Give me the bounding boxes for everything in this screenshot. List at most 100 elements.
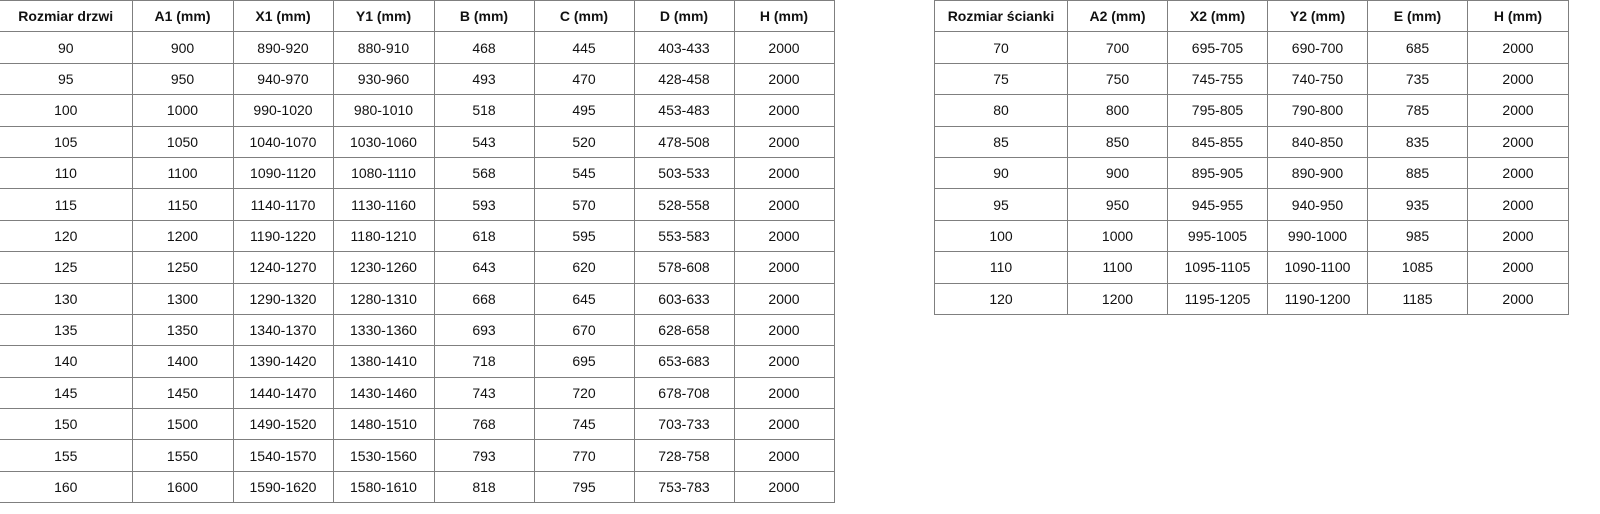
table-cell: 528-558: [633, 188, 735, 221]
table-cell: 95: [934, 188, 1068, 221]
table-row: 95 950 940-970 930-960 493 470 428-458 2000: [0, 62, 835, 96]
table-cell: 2000: [733, 251, 835, 284]
table-cell: 1100: [1067, 251, 1168, 284]
table-cell: 678-708: [633, 376, 735, 410]
table-cell: 1400: [131, 345, 234, 378]
table-cell: 518: [433, 94, 535, 127]
table-cell: 750: [1067, 62, 1168, 96]
table-cell: 495: [533, 94, 635, 127]
table-cell: 503-533: [633, 156, 735, 190]
table-cell: 2000: [1467, 94, 1569, 127]
table-cell: 935: [1367, 188, 1468, 221]
column-header: Y2 (mm): [1267, 0, 1368, 33]
table-cell: 150: [0, 408, 133, 441]
table-cell: 785: [1367, 94, 1468, 127]
table-cell: 1290-1320: [232, 282, 334, 315]
door-size-table: Rozmiar drzwi A1 (mm) X1 (mm) Y1 (mm) B (mm)…: [0, 0, 835, 504]
table-cell: 2000: [733, 94, 835, 127]
header-row: Rozmiar drzwi A1 (mm) X1 (mm) Y1 (mm) B (mm)…: [0, 0, 835, 33]
table-cell: 70: [934, 31, 1068, 64]
table-cell: 2000: [733, 31, 835, 64]
table-cell: 1130-1160: [332, 188, 435, 221]
table-cell: 160: [0, 470, 133, 504]
table-cell: 840-850: [1267, 125, 1368, 158]
table-cell: 795: [533, 470, 635, 504]
table-cell: 980-1010: [332, 94, 435, 127]
table-cell: 2000: [733, 125, 835, 158]
table-row: 125 1250 1240-1270 1230-1260 643 620 578-608 20…: [0, 251, 835, 284]
table-cell: 1430-1460: [332, 376, 435, 410]
table-cell: 900: [131, 31, 234, 64]
wall-size-table: Rozmiar ścianki A2 (mm) X2 (mm) Y2 (mm) E (m…: [934, 0, 1569, 315]
table-cell: 135: [0, 313, 133, 347]
table-row: 105 1050 1040-1070 1030-1060 543 520 478-508 20…: [0, 125, 835, 158]
table-cell: 2000: [733, 376, 835, 410]
table-cell: 1240-1270: [232, 251, 334, 284]
table-cell: 2000: [1467, 188, 1569, 221]
table-cell: 145: [0, 376, 133, 410]
table-cell: 595: [533, 219, 635, 253]
column-header: A1 (mm): [131, 0, 234, 33]
table-cell: 643: [433, 251, 535, 284]
table-cell: 728-758: [633, 439, 735, 472]
table-cell: 2000: [733, 470, 835, 504]
table-cell: 1190-1200: [1267, 282, 1368, 315]
table-cell: 2000: [1467, 282, 1569, 315]
table-row: 110 1100 1095-1105 1090-1100 1085 2000: [934, 251, 1569, 284]
column-header: E (mm): [1367, 0, 1468, 33]
table-cell: 695-705: [1167, 31, 1268, 64]
table-cell: 80: [934, 94, 1068, 127]
table-cell: 670: [533, 313, 635, 347]
table-cell: 1580-1610: [332, 470, 435, 504]
table-cell: 985: [1367, 219, 1468, 253]
table-cell: 428-458: [633, 62, 735, 96]
column-header: B (mm): [433, 0, 535, 33]
table-cell: 1040-1070: [232, 125, 334, 158]
table-cell: 90: [0, 31, 133, 64]
table-row: 70 700 695-705 690-700 685 2000: [934, 31, 1569, 64]
table-cell: 2000: [733, 282, 835, 315]
table-cell: 668: [433, 282, 535, 315]
table-cell: 2000: [1467, 31, 1569, 64]
table-cell: 2000: [733, 156, 835, 190]
table-cell: 720: [533, 376, 635, 410]
table-cell: 1550: [131, 439, 234, 472]
table-cell: 110: [0, 156, 133, 190]
table-cell: 1250: [131, 251, 234, 284]
table-cell: 818: [433, 470, 535, 504]
table-cell: 100: [934, 219, 1068, 253]
table-cell: 470: [533, 62, 635, 96]
table-cell: 1000: [131, 94, 234, 127]
table-cell: 945-955: [1167, 188, 1268, 221]
table-cell: 990-1020: [232, 94, 334, 127]
table-cell: 685: [1367, 31, 1468, 64]
table-cell: 445: [533, 31, 635, 64]
table-cell: 90: [934, 156, 1068, 190]
header-row: Rozmiar ścianki A2 (mm) X2 (mm) Y2 (mm) E (m…: [934, 0, 1569, 33]
table-cell: 735: [1367, 62, 1468, 96]
table-cell: 890-920: [232, 31, 334, 64]
table-cell: 1350: [131, 313, 234, 347]
table-row: 110 1100 1090-1120 1080-1110 568 545 503-533 20…: [0, 156, 835, 190]
table-cell: 800: [1067, 94, 1168, 127]
table-cell: 1280-1310: [332, 282, 435, 315]
table-cell: 2000: [1467, 62, 1569, 96]
table-row: 80 800 795-805 790-800 785 2000: [934, 94, 1569, 127]
table-cell: 568: [433, 156, 535, 190]
table-cell: 520: [533, 125, 635, 158]
column-header: H (mm): [733, 0, 835, 33]
table-cell: 2000: [733, 313, 835, 347]
table-cell: 940-950: [1267, 188, 1368, 221]
table-cell: 753-783: [633, 470, 735, 504]
table-cell: 790-800: [1267, 94, 1368, 127]
table-cell: 1440-1470: [232, 376, 334, 410]
table-cell: 543: [433, 125, 535, 158]
table-cell: 743: [433, 376, 535, 410]
table-cell: 2000: [733, 62, 835, 96]
table-cell: 690-700: [1267, 31, 1368, 64]
table-cell: 75: [934, 62, 1068, 96]
table-cell: 628-658: [633, 313, 735, 347]
table-cell: 795-805: [1167, 94, 1268, 127]
table-cell: 1230-1260: [332, 251, 435, 284]
table-cell: 553-583: [633, 219, 735, 253]
